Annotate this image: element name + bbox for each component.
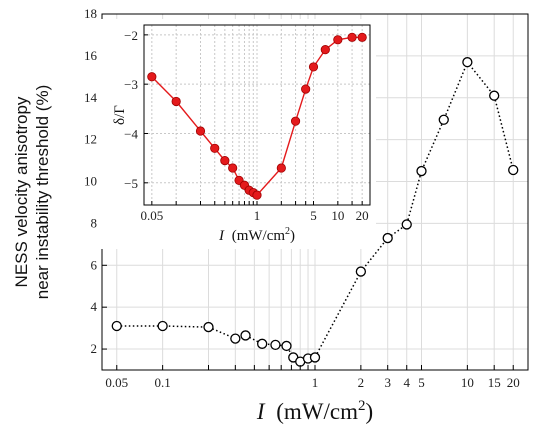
inset-x-tick-label: 20 — [356, 208, 369, 223]
inset-data-point — [276, 163, 286, 173]
main-y-tick-label: 12 — [84, 132, 97, 147]
main-y-tick-label: 10 — [84, 174, 97, 189]
main-x-tick-label: 5 — [418, 375, 425, 390]
inset-background — [100, 19, 376, 249]
main-data-point — [230, 333, 241, 344]
inset-data-point — [220, 156, 230, 166]
main-y-tick-label: 4 — [91, 299, 98, 314]
main-y-tick-label: 18 — [84, 6, 97, 21]
main-data-point — [416, 165, 427, 177]
main-data-point — [438, 114, 449, 125]
inset-data-point — [195, 126, 206, 136]
inset-x-tick-label: 1 — [254, 208, 261, 223]
inset-y-tick-label: −2 — [124, 28, 138, 43]
main-data-point — [257, 338, 268, 349]
main-x-axis-label: I (mW/cm2) — [256, 398, 373, 424]
main-data-point — [157, 320, 168, 332]
inset-x-tick-label: 5 — [310, 208, 317, 223]
main-data-point — [309, 352, 321, 363]
main-data-point — [489, 90, 500, 101]
main-x-tick-label: 10 — [461, 375, 474, 390]
inset-y-tick-label: −4 — [124, 126, 138, 141]
main-x-tick-label: 0.1 — [155, 375, 171, 390]
main-y-tick-label: 2 — [91, 341, 98, 356]
main-data-point — [111, 320, 122, 332]
inset-data-point — [320, 45, 330, 55]
main-data-point — [508, 164, 519, 176]
main-x-tick-label: 20 — [507, 375, 520, 390]
main-x-tick-label: 3 — [384, 375, 391, 390]
main-x-tick-label: 2 — [358, 375, 365, 390]
inset-data-point — [357, 32, 367, 42]
inset-data-point — [301, 84, 311, 94]
inset-series — [147, 32, 367, 200]
inset-chart: 0.05 1 5 10 20 −5 −4 −3 −2 δ/Γ I (mW/cm2) — [100, 19, 376, 249]
main-y-axis-label-line-2: near instability threshold (%) — [33, 85, 52, 299]
main-x-tick-label: 1 — [312, 375, 319, 390]
inset-data-point — [333, 35, 343, 45]
inset-data-point — [308, 62, 319, 72]
main-data-point — [240, 330, 251, 341]
main-data-point — [401, 219, 412, 230]
inset-y-tick-label: −5 — [124, 176, 138, 191]
inset-x-tick-label: 0.05 — [140, 208, 163, 223]
main-y-axis-label: NESS velocity anisotropy near instabilit… — [12, 85, 52, 299]
inset-data-point — [228, 163, 238, 173]
main-x-tick-label: 0.05 — [105, 375, 128, 390]
inset-x-axis-label: I (mW/cm2) — [218, 226, 295, 244]
main-data-point — [203, 321, 214, 333]
main-y-tick-label: 6 — [91, 257, 98, 272]
inset-data-point — [171, 96, 181, 107]
main-y-tick-label: 16 — [84, 48, 98, 63]
main-data-point — [355, 266, 367, 277]
main-x-tick-label: 4 — [403, 375, 410, 390]
main-y-axis-label-line-1: NESS velocity anisotropy — [12, 96, 31, 287]
inset-y-axis-label: δ/Γ — [112, 105, 128, 125]
inset-data-point — [210, 143, 220, 153]
inset-data-point — [252, 190, 262, 200]
inset-x-tick-label: 10 — [331, 208, 344, 223]
main-data-point — [270, 339, 281, 351]
main-data-point — [462, 57, 473, 68]
inset-plot-frame — [143, 24, 371, 206]
inset-grid — [144, 25, 370, 205]
inset-data-point — [347, 32, 357, 42]
main-data-point — [281, 340, 292, 352]
inset-ticks: 0.05 1 5 10 20 −5 −4 −3 −2 — [124, 28, 369, 223]
inset-y-tick-label: −3 — [124, 77, 138, 92]
inset-data-point — [147, 72, 157, 82]
main-series — [111, 57, 519, 367]
main-y-tick-label: 8 — [91, 215, 98, 230]
inset-data-point — [290, 116, 301, 126]
main-y-tick-label: 14 — [84, 90, 98, 105]
main-x-tick-label: 15 — [488, 375, 501, 390]
main-data-point — [382, 232, 393, 244]
